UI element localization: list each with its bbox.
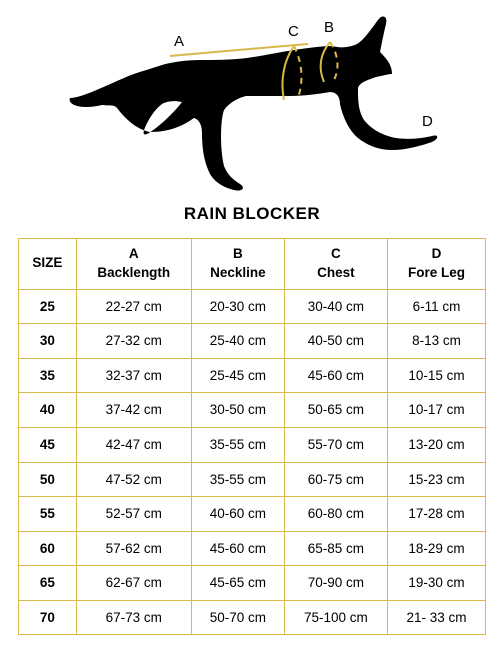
cell-b: 20-30 cm bbox=[191, 289, 284, 324]
cell-a: 42-47 cm bbox=[76, 427, 191, 462]
cell-b: 25-45 cm bbox=[191, 358, 284, 393]
cell-size: 30 bbox=[19, 324, 77, 359]
chart-title: RAIN BLOCKER bbox=[18, 204, 486, 224]
table-row: 6562-67 cm45-65 cm70-90 cm19-30 cm bbox=[19, 566, 486, 601]
cell-c: 60-75 cm bbox=[284, 462, 387, 497]
col-size-bottom: SIZE bbox=[25, 254, 70, 273]
table-row: 7067-73 cm50-70 cm75-100 cm21- 33 cm bbox=[19, 600, 486, 635]
table-body: 2522-27 cm20-30 cm30-40 cm6-11 cm3027-32… bbox=[19, 289, 486, 634]
cell-size: 65 bbox=[19, 566, 77, 601]
table-row: 3027-32 cm25-40 cm40-50 cm8-13 cm bbox=[19, 324, 486, 359]
cell-b: 45-60 cm bbox=[191, 531, 284, 566]
dog-silhouette-svg: A C B D bbox=[62, 10, 442, 200]
cell-d: 19-30 cm bbox=[387, 566, 485, 601]
table-row: 2522-27 cm20-30 cm30-40 cm6-11 cm bbox=[19, 289, 486, 324]
diag-label-C: C bbox=[288, 23, 299, 40]
cell-a: 47-52 cm bbox=[76, 462, 191, 497]
col-a-top: A bbox=[83, 245, 185, 264]
col-b: B Neckline bbox=[191, 239, 284, 290]
cell-a: 62-67 cm bbox=[76, 566, 191, 601]
cell-d: 18-29 cm bbox=[387, 531, 485, 566]
cell-c: 50-65 cm bbox=[284, 393, 387, 428]
col-d-bottom: Fore Leg bbox=[394, 264, 479, 283]
dog-silhouette-path bbox=[70, 17, 438, 191]
cell-b: 40-60 cm bbox=[191, 497, 284, 532]
table-header: SIZE A Backlength B Neckline C Chest D F… bbox=[19, 239, 486, 290]
diag-label-B: B bbox=[324, 19, 334, 36]
cell-d: 6-11 cm bbox=[387, 289, 485, 324]
cell-a: 67-73 cm bbox=[76, 600, 191, 635]
cell-size: 55 bbox=[19, 497, 77, 532]
cell-b: 35-55 cm bbox=[191, 427, 284, 462]
table-row: 4037-42 cm30-50 cm50-65 cm10-17 cm bbox=[19, 393, 486, 428]
cell-d: 10-17 cm bbox=[387, 393, 485, 428]
cell-c: 45-60 cm bbox=[284, 358, 387, 393]
cell-a: 37-42 cm bbox=[76, 393, 191, 428]
cell-a: 52-57 cm bbox=[76, 497, 191, 532]
cell-c: 40-50 cm bbox=[284, 324, 387, 359]
cell-a: 27-32 cm bbox=[76, 324, 191, 359]
cell-b: 30-50 cm bbox=[191, 393, 284, 428]
col-b-top: B bbox=[198, 245, 278, 264]
cell-c: 30-40 cm bbox=[284, 289, 387, 324]
cell-c: 75-100 cm bbox=[284, 600, 387, 635]
cell-d: 10-15 cm bbox=[387, 358, 485, 393]
table-row: 3532-37 cm25-45 cm45-60 cm10-15 cm bbox=[19, 358, 486, 393]
cell-d: 13-20 cm bbox=[387, 427, 485, 462]
cell-size: 50 bbox=[19, 462, 77, 497]
cell-c: 65-85 cm bbox=[284, 531, 387, 566]
cell-c: 60-80 cm bbox=[284, 497, 387, 532]
col-c: C Chest bbox=[284, 239, 387, 290]
cell-d: 15-23 cm bbox=[387, 462, 485, 497]
cell-b: 35-55 cm bbox=[191, 462, 284, 497]
cell-c: 70-90 cm bbox=[284, 566, 387, 601]
cell-size: 25 bbox=[19, 289, 77, 324]
table-row: 5552-57 cm40-60 cm60-80 cm17-28 cm bbox=[19, 497, 486, 532]
cell-size: 40 bbox=[19, 393, 77, 428]
cell-size: 70 bbox=[19, 600, 77, 635]
cell-d: 8-13 cm bbox=[387, 324, 485, 359]
cell-d: 17-28 cm bbox=[387, 497, 485, 532]
dog-measurement-diagram: A C B D bbox=[18, 10, 486, 200]
cell-d: 21- 33 cm bbox=[387, 600, 485, 635]
col-a: A Backlength bbox=[76, 239, 191, 290]
cell-size: 35 bbox=[19, 358, 77, 393]
table-row: 4542-47 cm35-55 cm55-70 cm13-20 cm bbox=[19, 427, 486, 462]
col-d: D Fore Leg bbox=[387, 239, 485, 290]
cell-size: 45 bbox=[19, 427, 77, 462]
col-d-top: D bbox=[394, 245, 479, 264]
table-row: 6057-62 cm45-60 cm65-85 cm18-29 cm bbox=[19, 531, 486, 566]
col-size: SIZE bbox=[19, 239, 77, 290]
cell-c: 55-70 cm bbox=[284, 427, 387, 462]
col-b-bottom: Neckline bbox=[198, 264, 278, 283]
size-chart-table: SIZE A Backlength B Neckline C Chest D F… bbox=[18, 238, 486, 635]
col-c-top: C bbox=[291, 245, 381, 264]
cell-b: 45-65 cm bbox=[191, 566, 284, 601]
cell-a: 22-27 cm bbox=[76, 289, 191, 324]
cell-a: 57-62 cm bbox=[76, 531, 191, 566]
col-c-bottom: Chest bbox=[291, 264, 381, 283]
cell-b: 50-70 cm bbox=[191, 600, 284, 635]
table-row: 5047-52 cm35-55 cm60-75 cm15-23 cm bbox=[19, 462, 486, 497]
diag-label-D: D bbox=[422, 113, 433, 130]
cell-b: 25-40 cm bbox=[191, 324, 284, 359]
cell-a: 32-37 cm bbox=[76, 358, 191, 393]
cell-size: 60 bbox=[19, 531, 77, 566]
col-a-bottom: Backlength bbox=[83, 264, 185, 283]
diag-label-A: A bbox=[174, 33, 184, 50]
